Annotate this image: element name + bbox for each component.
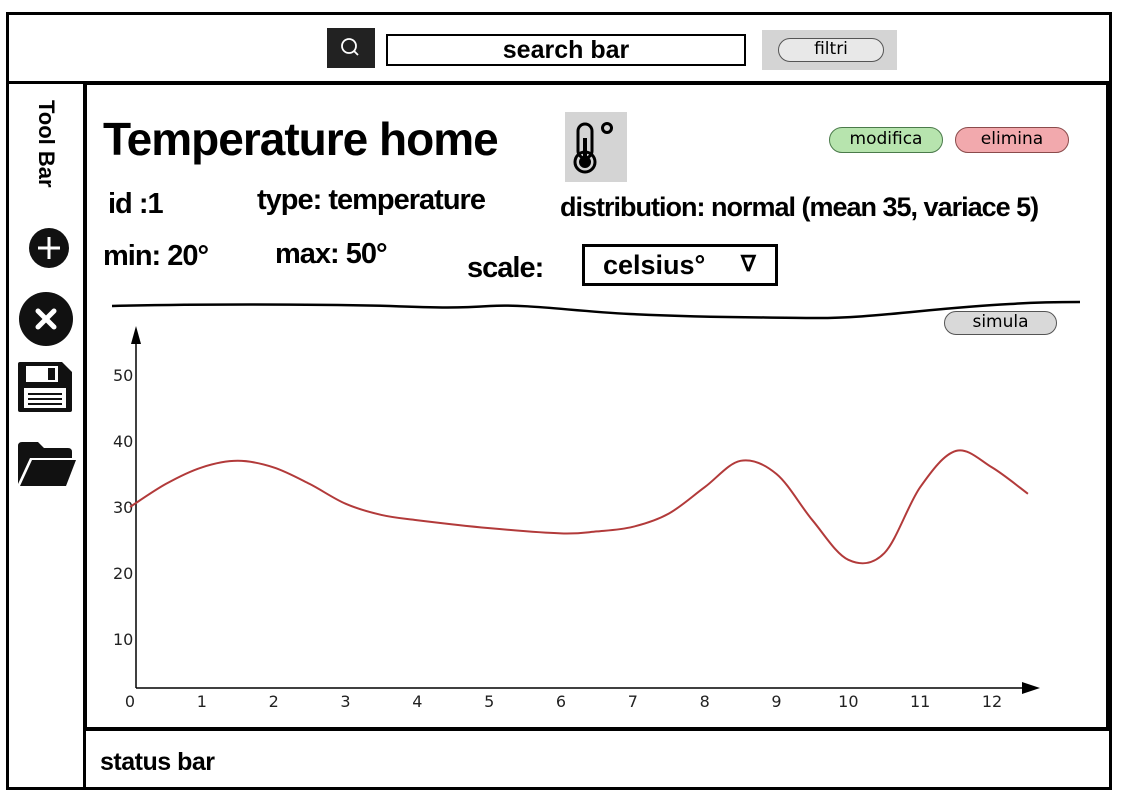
sensor-type-badge [565,112,627,182]
x-tick-label: 6 [556,692,566,711]
status-text: status bar [100,748,215,776]
status-bar [84,728,1112,790]
search-button[interactable] [327,28,375,68]
x-tick-label: 4 [412,692,422,711]
x-tick-label: 11 [910,692,930,711]
scale-value: celsius° [603,250,706,280]
add-icon[interactable] [27,226,71,270]
y-tick-label: 20 [113,564,133,583]
y-tick-label: 40 [113,432,133,451]
scale-label: scale: [467,252,544,284]
x-tick-label: 3 [340,692,350,711]
x-tick-label: 9 [771,692,781,711]
x-tick-label: 8 [700,692,710,711]
search-input[interactable]: search bar [386,34,746,66]
sensor-id: id :1 [108,188,164,220]
save-icon[interactable] [16,360,74,414]
x-tick-label: 10 [838,692,858,711]
y-tick-label: 10 [113,630,133,649]
y-axis-arrow [131,326,141,344]
scale-select[interactable]: celsius° ∇ [582,244,778,286]
y-tick-label: 30 [113,498,133,517]
search-icon [341,38,359,56]
filter-button[interactable]: filtri [778,38,884,62]
edit-button[interactable]: modifica [829,127,943,153]
y-tick-label: 50 [113,366,133,385]
filter-area: filtri [762,30,897,70]
x-tick-label: 1 [197,692,207,711]
thermometer-icon [573,122,613,174]
x-tick-label: 2 [269,692,279,711]
series-line [129,449,1029,565]
x-tick-label: 7 [628,692,638,711]
close-icon[interactable] [17,290,75,348]
x-tick-label: 0 [125,692,135,711]
dropdown-arrow-icon: ∇ [741,251,756,276]
simulate-button[interactable]: simula [944,311,1057,335]
folder-icon[interactable] [16,440,78,488]
sensor-type: type: temperature [257,184,486,216]
sensor-max: max: 50° [275,238,388,270]
x-tick-label: 12 [982,692,1002,711]
delete-button[interactable]: elimina [955,127,1069,153]
sensor-distribution: distribution: normal (mean 35, variace 5… [560,192,1039,222]
sensor-min: min: 20° [103,240,209,272]
x-axis-arrow [1022,682,1040,694]
x-tick-label: 5 [484,692,494,711]
page-title: Temperature home [103,113,499,165]
section-divider [111,300,1081,320]
app-frame [6,12,1112,790]
